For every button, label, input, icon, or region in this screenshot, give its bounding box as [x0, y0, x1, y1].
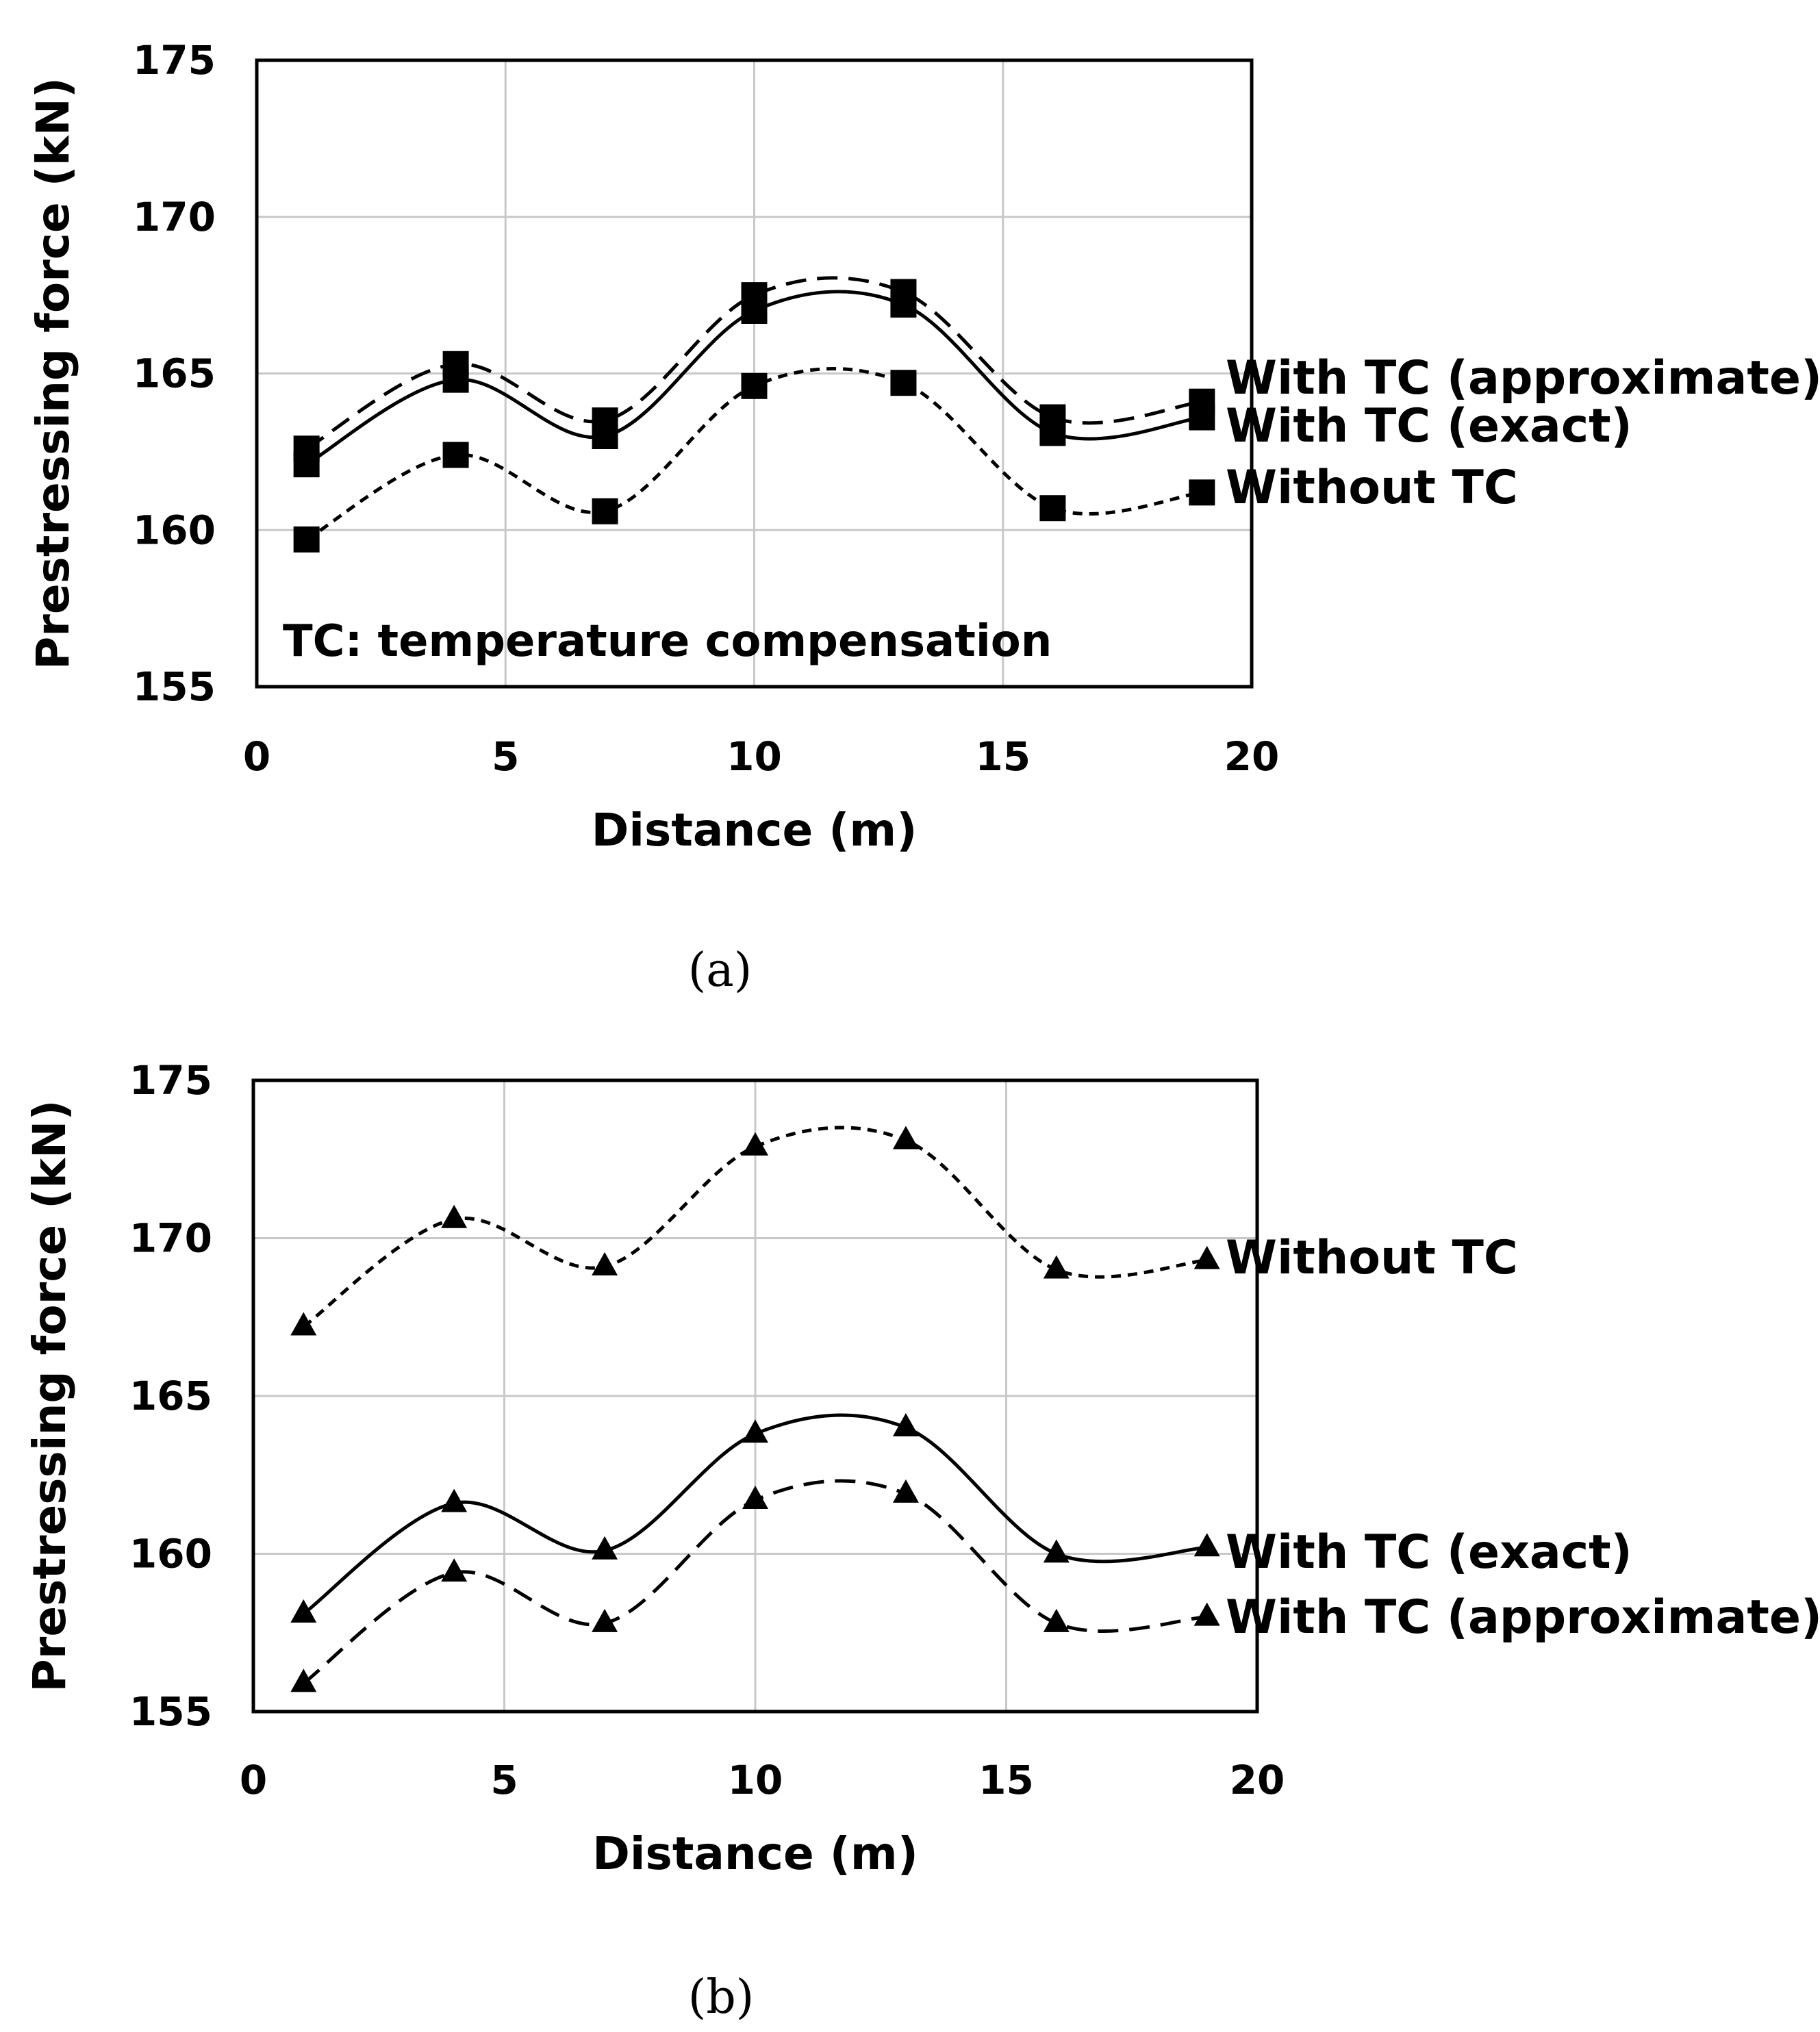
- y-axis-label: Prestressing force (kN): [27, 77, 79, 670]
- series-without-tc: Without TC: [290, 1126, 1518, 1336]
- x-tick-label: 5: [492, 733, 519, 780]
- data-point-square: [1039, 495, 1066, 522]
- series-label: Without TC: [1226, 461, 1518, 515]
- series-with-tc-approximate: With TC (approximate): [290, 1479, 1820, 1692]
- x-axis-label: Distance (m): [592, 804, 918, 856]
- series-with-tc-exact: With TC (exact): [293, 290, 1632, 478]
- x-axis-label: Distance (m): [592, 1827, 918, 1880]
- x-tick-label: 0: [243, 733, 270, 780]
- y-axis-label: Prestressing force (kN): [23, 1100, 76, 1692]
- series-label: With TC (approximate): [1226, 351, 1820, 405]
- series-label: Without TC: [1226, 1231, 1518, 1285]
- data-point-square: [592, 423, 618, 449]
- x-tick-label: 0: [240, 1757, 267, 1803]
- data-point-square: [293, 451, 320, 478]
- data-point-square: [890, 291, 917, 318]
- data-point-square: [293, 526, 320, 553]
- x-tick-label: 15: [978, 1757, 1034, 1803]
- chart-panel-b: 155 160 165 170 175 0 5 10 15 20 Distance (m) Prest…: [23, 1057, 1820, 2024]
- data-point-triangle: [1193, 1602, 1220, 1626]
- data-point-triangle: [742, 1486, 768, 1510]
- y-tick-label: 155: [133, 663, 216, 710]
- data-point-triangle: [592, 1252, 618, 1275]
- x-tick-label: 20: [1230, 1757, 1285, 1803]
- data-point-triangle: [290, 1599, 317, 1623]
- x-tick-label: 5: [490, 1757, 518, 1803]
- data-point-square: [442, 442, 469, 468]
- series-with-tc-exact: With TC (exact): [290, 1413, 1632, 1623]
- y-tick-label: 170: [133, 194, 216, 240]
- series-label: With TC (exact): [1226, 399, 1632, 453]
- x-tick-label: 15: [975, 733, 1031, 780]
- y-tick-label: 155: [129, 1688, 212, 1735]
- data-point-triangle: [1193, 1533, 1220, 1557]
- y-tick-label: 160: [133, 507, 216, 553]
- plot-frame: [255, 58, 1254, 689]
- x-tick-label: 20: [1224, 733, 1280, 780]
- data-point-triangle: [592, 1608, 618, 1632]
- data-point-triangle: [742, 1132, 768, 1156]
- data-point-triangle: [742, 1419, 768, 1443]
- y-tick-label: 160: [129, 1531, 212, 1577]
- y-tick-label: 175: [129, 1057, 212, 1104]
- data-point-square: [741, 372, 768, 399]
- data-point-square: [1189, 404, 1215, 431]
- data-point-square: [741, 298, 768, 324]
- y-tick-label: 170: [129, 1215, 212, 1262]
- series-label: With TC (exact): [1226, 1525, 1632, 1579]
- plot-frame: [251, 1078, 1259, 1714]
- chart-panel-a: 155 160 165 170 175 0 5 10 15 20 Distance (m) Prest…: [27, 37, 1820, 998]
- data-point-triangle: [892, 1479, 919, 1503]
- gridlines: [253, 1080, 1257, 1712]
- data-point-triangle: [1043, 1608, 1070, 1632]
- data-point-triangle: [290, 1668, 317, 1692]
- data-point-triangle: [1193, 1245, 1220, 1269]
- annotation-text: TC: temperature compensation: [283, 616, 1052, 667]
- y-tick-label: 165: [133, 351, 216, 397]
- data-point-square: [1039, 420, 1066, 446]
- data-point-triangle: [290, 1312, 317, 1336]
- data-point-triangle: [1043, 1255, 1070, 1279]
- data-point-triangle: [441, 1488, 468, 1512]
- data-point-triangle: [441, 1204, 468, 1228]
- data-point-triangle: [892, 1413, 919, 1437]
- data-point-square: [890, 370, 917, 396]
- y-tick-label: 175: [133, 37, 216, 84]
- data-point-triangle: [441, 1558, 468, 1582]
- data-point-square: [1189, 479, 1215, 506]
- data-point-triangle: [1043, 1539, 1070, 1563]
- x-tick-label: 10: [726, 733, 782, 780]
- y-tick-label: 165: [129, 1373, 212, 1419]
- series-without-tc: Without TC: [293, 367, 1518, 553]
- panel-caption: (a): [688, 943, 753, 998]
- data-point-square: [442, 366, 469, 393]
- series-label: With TC (approximate): [1226, 1590, 1820, 1644]
- panel-caption: (b): [688, 1970, 755, 2024]
- data-point-triangle: [892, 1126, 919, 1150]
- data-point-triangle: [592, 1536, 618, 1560]
- data-point-square: [592, 498, 618, 524]
- x-tick-label: 10: [728, 1757, 783, 1803]
